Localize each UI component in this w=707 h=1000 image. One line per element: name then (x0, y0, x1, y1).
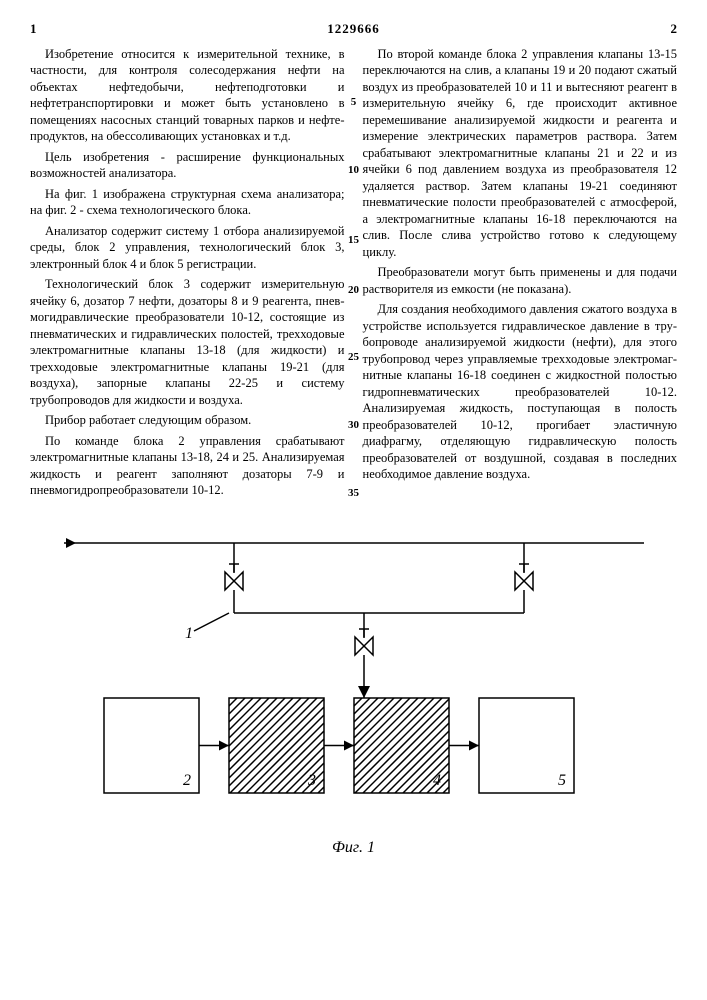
line-marker-35: 35 (348, 486, 359, 501)
para: Для создания необходимого давления сжато… (363, 301, 678, 483)
line-marker-15: 15 (348, 233, 359, 248)
line-marker-5: 5 (351, 95, 357, 110)
line-marker-25: 25 (348, 350, 359, 365)
para: По второй команде блока 2 управ­ления кл… (363, 46, 678, 261)
svg-text:4: 4 (433, 772, 441, 789)
page-num-right: 2 (671, 20, 678, 38)
page-header: 1 1229666 2 (30, 20, 677, 38)
right-column: По второй команде блока 2 управ­ления кл… (363, 46, 678, 503)
para: Изобретение относится к измери­тельной т… (30, 46, 345, 145)
patent-number: 1229666 (327, 20, 380, 38)
page-num-left: 1 (30, 20, 37, 38)
para: Анализатор содержит систему 1 отбора ана… (30, 223, 345, 273)
left-column: Изобретение относится к измери­тельной т… (30, 46, 345, 503)
svg-text:3: 3 (307, 772, 316, 789)
figure-svg: 1 2 3 4 5 (44, 513, 664, 833)
para: По команде блока 2 управления сра­батыва… (30, 433, 345, 499)
para: Преобразователи могут быть приме­нены и … (363, 264, 678, 297)
para: Прибор работает следующим образом. (30, 412, 345, 429)
figure-1: 1 2 3 4 5 Фиг. 1 (30, 513, 677, 859)
text-columns: Изобретение относится к измери­тельной т… (30, 46, 677, 503)
figure-label: Фиг. 1 (30, 837, 677, 859)
svg-text:1: 1 (185, 625, 193, 642)
svg-text:2: 2 (183, 772, 191, 789)
line-marker-10: 10 (348, 163, 359, 178)
line-marker-20: 20 (348, 283, 359, 298)
svg-text:5: 5 (558, 772, 566, 789)
para: Цель изобретения - расширение функционал… (30, 149, 345, 182)
para: Технологический блок 3 содержит измерите… (30, 276, 345, 408)
para: На фиг. 1 изображена структурная схема а… (30, 186, 345, 219)
line-marker-30: 30 (348, 418, 359, 433)
